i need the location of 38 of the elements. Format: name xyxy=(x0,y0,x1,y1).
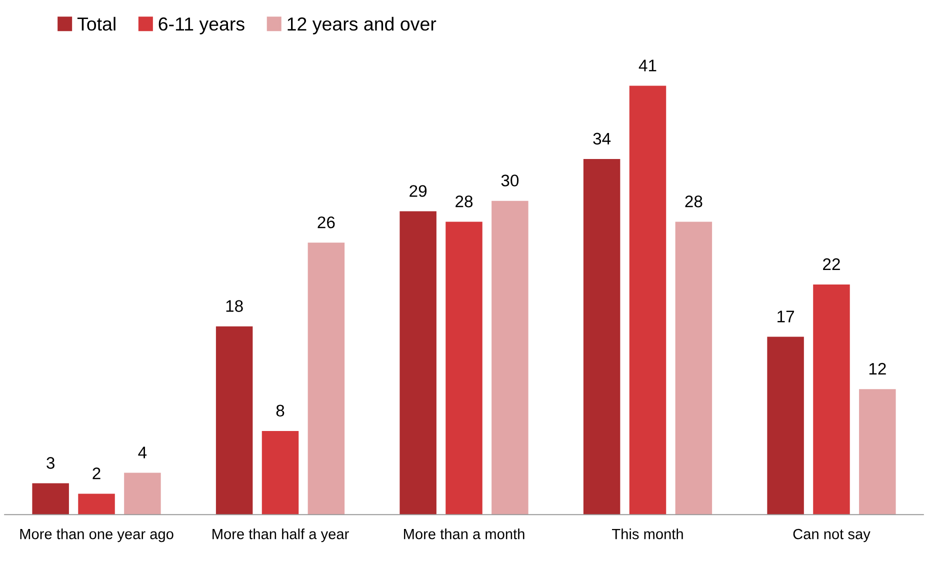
bar xyxy=(813,284,850,515)
x-tick-label: More than one year ago xyxy=(20,528,174,542)
bar xyxy=(400,211,436,515)
data-label: 12 xyxy=(869,362,886,375)
x-tick-label: More than half a year xyxy=(212,528,349,542)
x-tick-label: Can not say xyxy=(793,528,870,542)
data-label: 28 xyxy=(685,196,702,208)
data-label: 4 xyxy=(138,446,147,458)
data-label: 26 xyxy=(318,216,335,228)
bar xyxy=(124,472,161,515)
legend-label: 12 years and over xyxy=(288,16,436,34)
data-label: 8 xyxy=(276,404,284,417)
bar xyxy=(629,86,666,515)
data-label: 30 xyxy=(501,174,519,186)
data-label: 17 xyxy=(778,310,794,322)
data-label: 2 xyxy=(92,468,100,480)
legend-label: Total xyxy=(77,16,116,31)
bar xyxy=(262,430,299,515)
x-tick-label: More than a month xyxy=(404,528,524,540)
legend-label: 6-11 years xyxy=(158,17,244,34)
bar xyxy=(583,158,620,515)
data-label: 18 xyxy=(226,300,243,312)
bar xyxy=(492,200,528,515)
bar xyxy=(308,242,345,515)
bar xyxy=(78,494,115,515)
data-label: 41 xyxy=(638,60,656,72)
data-label: 28 xyxy=(456,196,473,208)
data-label: 22 xyxy=(823,258,840,270)
bar xyxy=(859,389,896,515)
data-label: 34 xyxy=(593,132,611,145)
bar xyxy=(32,483,69,515)
bar xyxy=(446,222,482,515)
x-tick-label: This month xyxy=(612,528,683,540)
bar xyxy=(675,222,712,515)
data-label: 3 xyxy=(46,457,54,469)
data-label: 29 xyxy=(410,185,427,197)
bar xyxy=(216,326,253,515)
bar xyxy=(767,336,804,515)
